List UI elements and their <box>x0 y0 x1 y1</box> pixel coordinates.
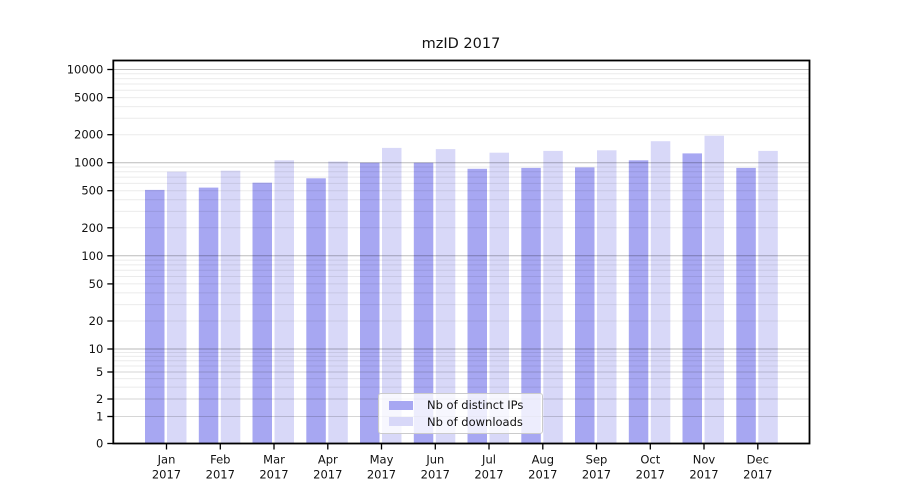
bar-distinct-ips-jul <box>467 168 487 444</box>
y-tick-label-200: 200 <box>81 221 103 235</box>
bar-downloads-dec <box>758 150 778 444</box>
legend-swatch-distinct-ips-icon <box>389 400 413 410</box>
bar-distinct-ips-aug <box>521 167 541 444</box>
legend-label-distinct-ips: Nb of distinct IPs <box>427 398 524 413</box>
x-tick-label-year-mar: 2017 <box>259 468 288 482</box>
bar-distinct-ips-dec <box>736 167 756 444</box>
bar-distinct-ips-apr <box>306 178 326 444</box>
x-tick-label-month-jun: Jun <box>425 453 444 467</box>
x-tick-label-year-oct: 2017 <box>636 468 665 482</box>
x-tick-label-year-sep: 2017 <box>582 468 611 482</box>
y-tick-label-10000: 10000 <box>67 63 104 77</box>
y-tick-label-100: 100 <box>81 249 103 263</box>
x-tick-label-year-aug: 2017 <box>528 468 557 482</box>
bar-downloads-jun <box>435 149 456 444</box>
y-tick-label-50: 50 <box>89 277 104 291</box>
bar-distinct-ips-jun <box>413 162 434 444</box>
bar-downloads-aug <box>543 150 563 444</box>
bar-distinct-ips-feb <box>198 187 219 444</box>
bar-downloads-nov <box>704 135 724 444</box>
x-tick-label-month-aug: Aug <box>532 453 554 467</box>
legend-label-downloads: Nb of downloads <box>427 414 523 429</box>
bar-distinct-ips-mar <box>252 182 272 444</box>
bar-downloads-may <box>382 147 402 444</box>
x-tick-label-month-jan: Jan <box>157 453 176 467</box>
bar-downloads-jul <box>489 152 509 444</box>
x-tick-label-year-nov: 2017 <box>689 468 718 482</box>
x-tick-label-month-apr: Apr <box>318 453 338 467</box>
bar-downloads-jan <box>167 171 187 444</box>
x-tick-label-month-dec: Dec <box>747 453 769 467</box>
x-tick-label-month-mar: Mar <box>263 453 285 467</box>
legend-row-downloads: Nb of downloads <box>387 415 534 429</box>
x-tick-label-month-may: May <box>370 453 394 467</box>
bar-distinct-ips-oct <box>628 160 649 444</box>
bar-distinct-ips-jan <box>145 189 165 444</box>
legend-swatch-downloads-icon <box>389 417 413 427</box>
bar-downloads-feb <box>220 170 241 444</box>
y-tick-label-2: 2 <box>96 392 103 406</box>
x-tick-label-year-apr: 2017 <box>313 468 342 482</box>
x-tick-label-year-jul: 2017 <box>474 468 503 482</box>
x-tick-label-year-jan: 2017 <box>152 468 181 482</box>
x-tick-label-month-feb: Feb <box>210 453 230 467</box>
y-tick-label-20: 20 <box>89 314 104 328</box>
x-tick-label-month-nov: Nov <box>693 453 716 467</box>
legend: Nb of distinct IPs Nb of downloads <box>378 393 543 434</box>
bar-distinct-ips-sep <box>575 167 595 444</box>
y-tick-label-0: 0 <box>96 437 103 451</box>
bar-downloads-mar <box>274 160 294 444</box>
x-tick-label-month-jul: Jul <box>481 453 496 467</box>
x-tick-label-month-sep: Sep <box>586 453 608 467</box>
y-tick-label-1: 1 <box>96 410 103 424</box>
x-tick-label-year-jun: 2017 <box>421 468 450 482</box>
bar-downloads-oct <box>650 141 671 444</box>
y-tick-label-5000: 5000 <box>74 91 103 105</box>
y-tick-label-1000: 1000 <box>74 156 103 170</box>
chart-title: mzID 2017 <box>421 36 501 52</box>
bar-distinct-ips-nov <box>682 153 702 444</box>
legend-row-distinct-ips: Nb of distinct IPs <box>387 398 534 412</box>
x-tick-label-year-feb: 2017 <box>206 468 235 482</box>
y-tick-label-5: 5 <box>96 365 103 379</box>
x-tick-label-year-dec: 2017 <box>743 468 772 482</box>
plot-frame <box>112 59 811 445</box>
x-tick-label-year-may: 2017 <box>367 468 396 482</box>
bar-downloads-sep <box>597 150 617 444</box>
bar-downloads-apr <box>328 161 348 444</box>
bar-distinct-ips-may <box>360 162 380 444</box>
y-tick-label-500: 500 <box>81 184 103 198</box>
x-tick-label-month-oct: Oct <box>640 453 660 467</box>
y-tick-label-10: 10 <box>89 342 104 356</box>
y-tick-label-2000: 2000 <box>74 128 103 142</box>
